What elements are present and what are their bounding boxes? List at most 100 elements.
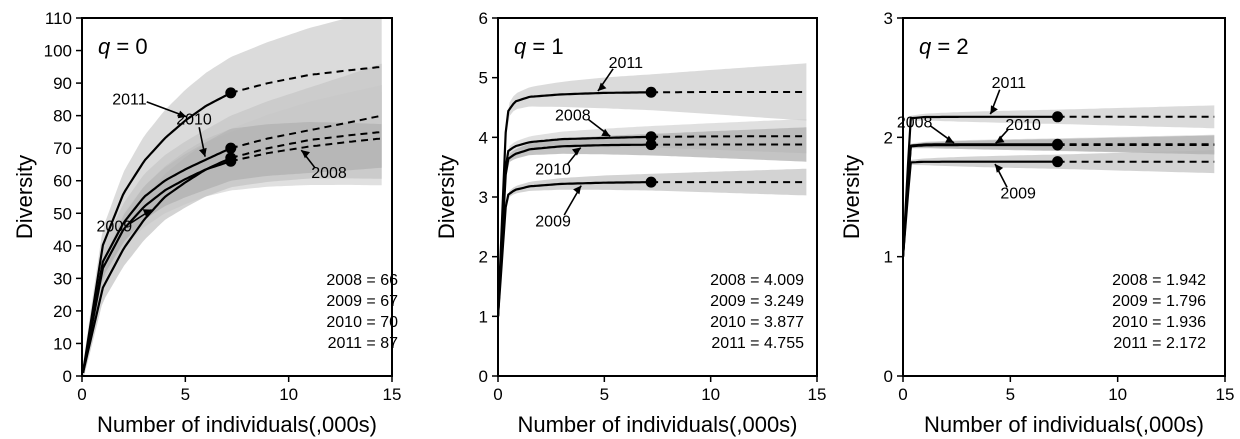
y-tick-label: 20	[53, 302, 72, 321]
stat-line: 2011 = 4.755	[711, 335, 804, 352]
annotation-arrowhead	[601, 128, 611, 137]
y-tick-label: 3	[884, 9, 893, 28]
x-tick-label: 15	[1216, 385, 1235, 404]
observed-point-2010	[1052, 139, 1064, 151]
curve-2009	[82, 156, 232, 373]
annotation-arrowhead	[571, 147, 581, 156]
annotation-label-2009: 2009	[1000, 186, 1036, 203]
annotation-arrowhead	[995, 135, 1005, 144]
stat-line: 2008 = 66	[326, 272, 398, 289]
stat-line: 2008 = 4.009	[710, 272, 804, 289]
band-2010	[498, 127, 807, 318]
band-2011	[83, 18, 382, 376]
extrapolation-2008	[651, 135, 807, 138]
panel-q0: 0 5 10 15 0 10 20 30 40 50 60 70 80 90 100 110 Number of…	[12, 9, 401, 437]
y-tick-label: 4	[479, 128, 488, 147]
y-axis-title: Diversity	[12, 155, 37, 239]
y-tick-label: 100	[44, 42, 72, 61]
observed-point-2009	[1052, 156, 1064, 168]
stat-line: 2010 = 70	[326, 314, 398, 331]
observed-point-2011	[1052, 111, 1064, 123]
y-tick-label: 1	[884, 248, 893, 267]
observed-point-2009	[225, 152, 237, 164]
y-tick-label: 90	[53, 74, 72, 93]
x-axis-title: Number of individuals(,000s)	[924, 412, 1204, 437]
y-tick-label: 110	[45, 9, 72, 28]
annotation-label-2011: 2011	[609, 55, 644, 72]
x-tick-label: 0	[493, 385, 502, 404]
annotation-label-2008: 2008	[897, 114, 933, 131]
curve-2009	[498, 181, 652, 317]
y-tick-label: 70	[53, 139, 72, 158]
y-tick-label: 0	[884, 367, 893, 386]
y-tick-label: 30	[53, 269, 72, 288]
observed-point-2009	[645, 176, 657, 188]
annotation-arrowhead	[995, 164, 1004, 173]
band-2010	[83, 63, 382, 376]
curve-2010	[498, 143, 652, 317]
x-tick-label: 5	[600, 385, 609, 404]
curve-2011	[498, 91, 652, 317]
y-tick-label: 1	[479, 307, 488, 326]
x-tick-label: 0	[77, 385, 86, 404]
annotation-arrowhead	[573, 185, 582, 195]
y-tick-label: 6	[479, 9, 488, 28]
stat-line: 2009 = 1.796	[1112, 293, 1206, 310]
plot-area	[498, 63, 807, 319]
curve-2011	[903, 115, 1058, 257]
x-axis-title: Number of individuals(,000s)	[97, 412, 377, 437]
curve-2008	[498, 135, 652, 317]
annotation-label-2010: 2010	[176, 112, 212, 129]
x-tick-label: 10	[701, 385, 720, 404]
stat-line: 2011 = 87	[328, 335, 399, 352]
curve-2010	[903, 143, 1058, 257]
annotation-arrowhead	[199, 147, 207, 157]
x-tick-label: 5	[1006, 385, 1015, 404]
annotation-arrowhead	[990, 105, 998, 115]
y-tick-label: 2	[479, 248, 488, 267]
panel-label: q = 2	[919, 34, 969, 59]
panel-q1: 0 5 10 15 0 1 2 3 4 5 6 Number of individuals(,000s…	[434, 9, 826, 437]
annotation-label-2011: 2011	[112, 92, 147, 109]
stat-line: 2009 = 67	[326, 293, 398, 310]
annotation-label-2010: 2010	[535, 162, 571, 179]
plot-frame	[81, 17, 393, 377]
y-tick-label: 80	[53, 107, 72, 126]
observed-point-2010	[225, 142, 237, 154]
x-tick-label: 10	[1108, 385, 1127, 404]
y-tick-label: 3	[479, 188, 488, 207]
y-tick-label: 2	[884, 128, 893, 147]
x-tick-label: 15	[808, 385, 827, 404]
annotation-label-2008: 2008	[311, 165, 347, 182]
stat-line: 2010 = 1.936	[1112, 314, 1206, 331]
x-tick-label: 5	[181, 385, 190, 404]
y-tick-label: 60	[53, 172, 72, 191]
observed-point-2010	[645, 139, 657, 151]
annotation-label-2008: 2008	[555, 108, 591, 125]
y-tick-label: 5	[479, 69, 488, 88]
x-tick-label: 15	[383, 385, 402, 404]
x-tick-label: 10	[279, 385, 298, 404]
stat-line: 2008 = 1.942	[1112, 272, 1206, 289]
y-axis-title: Diversity	[434, 155, 459, 239]
annotation-arrowhead	[142, 209, 152, 217]
plot-frame	[902, 17, 1226, 377]
extrapolation-2008	[230, 137, 382, 163]
annotation-label-2009: 2009	[535, 213, 571, 230]
band-2009	[498, 168, 807, 318]
annotation-label-2010: 2010	[1005, 117, 1041, 134]
extrapolation-2011	[230, 65, 382, 94]
observed-point-2011	[225, 87, 237, 99]
annotation-arrowhead	[945, 135, 955, 143]
band-2011	[498, 63, 807, 319]
y-tick-label: 10	[53, 334, 72, 353]
y-tick-label: 0	[63, 367, 72, 386]
band-2011	[903, 105, 1215, 258]
extrapolation-2010	[230, 114, 382, 150]
curve-2010	[82, 147, 232, 373]
annotation-label-2011: 2011	[992, 75, 1027, 92]
observed-point-2011	[645, 86, 657, 98]
plot-area	[903, 105, 1215, 258]
panel-label: q = 1	[514, 34, 564, 59]
